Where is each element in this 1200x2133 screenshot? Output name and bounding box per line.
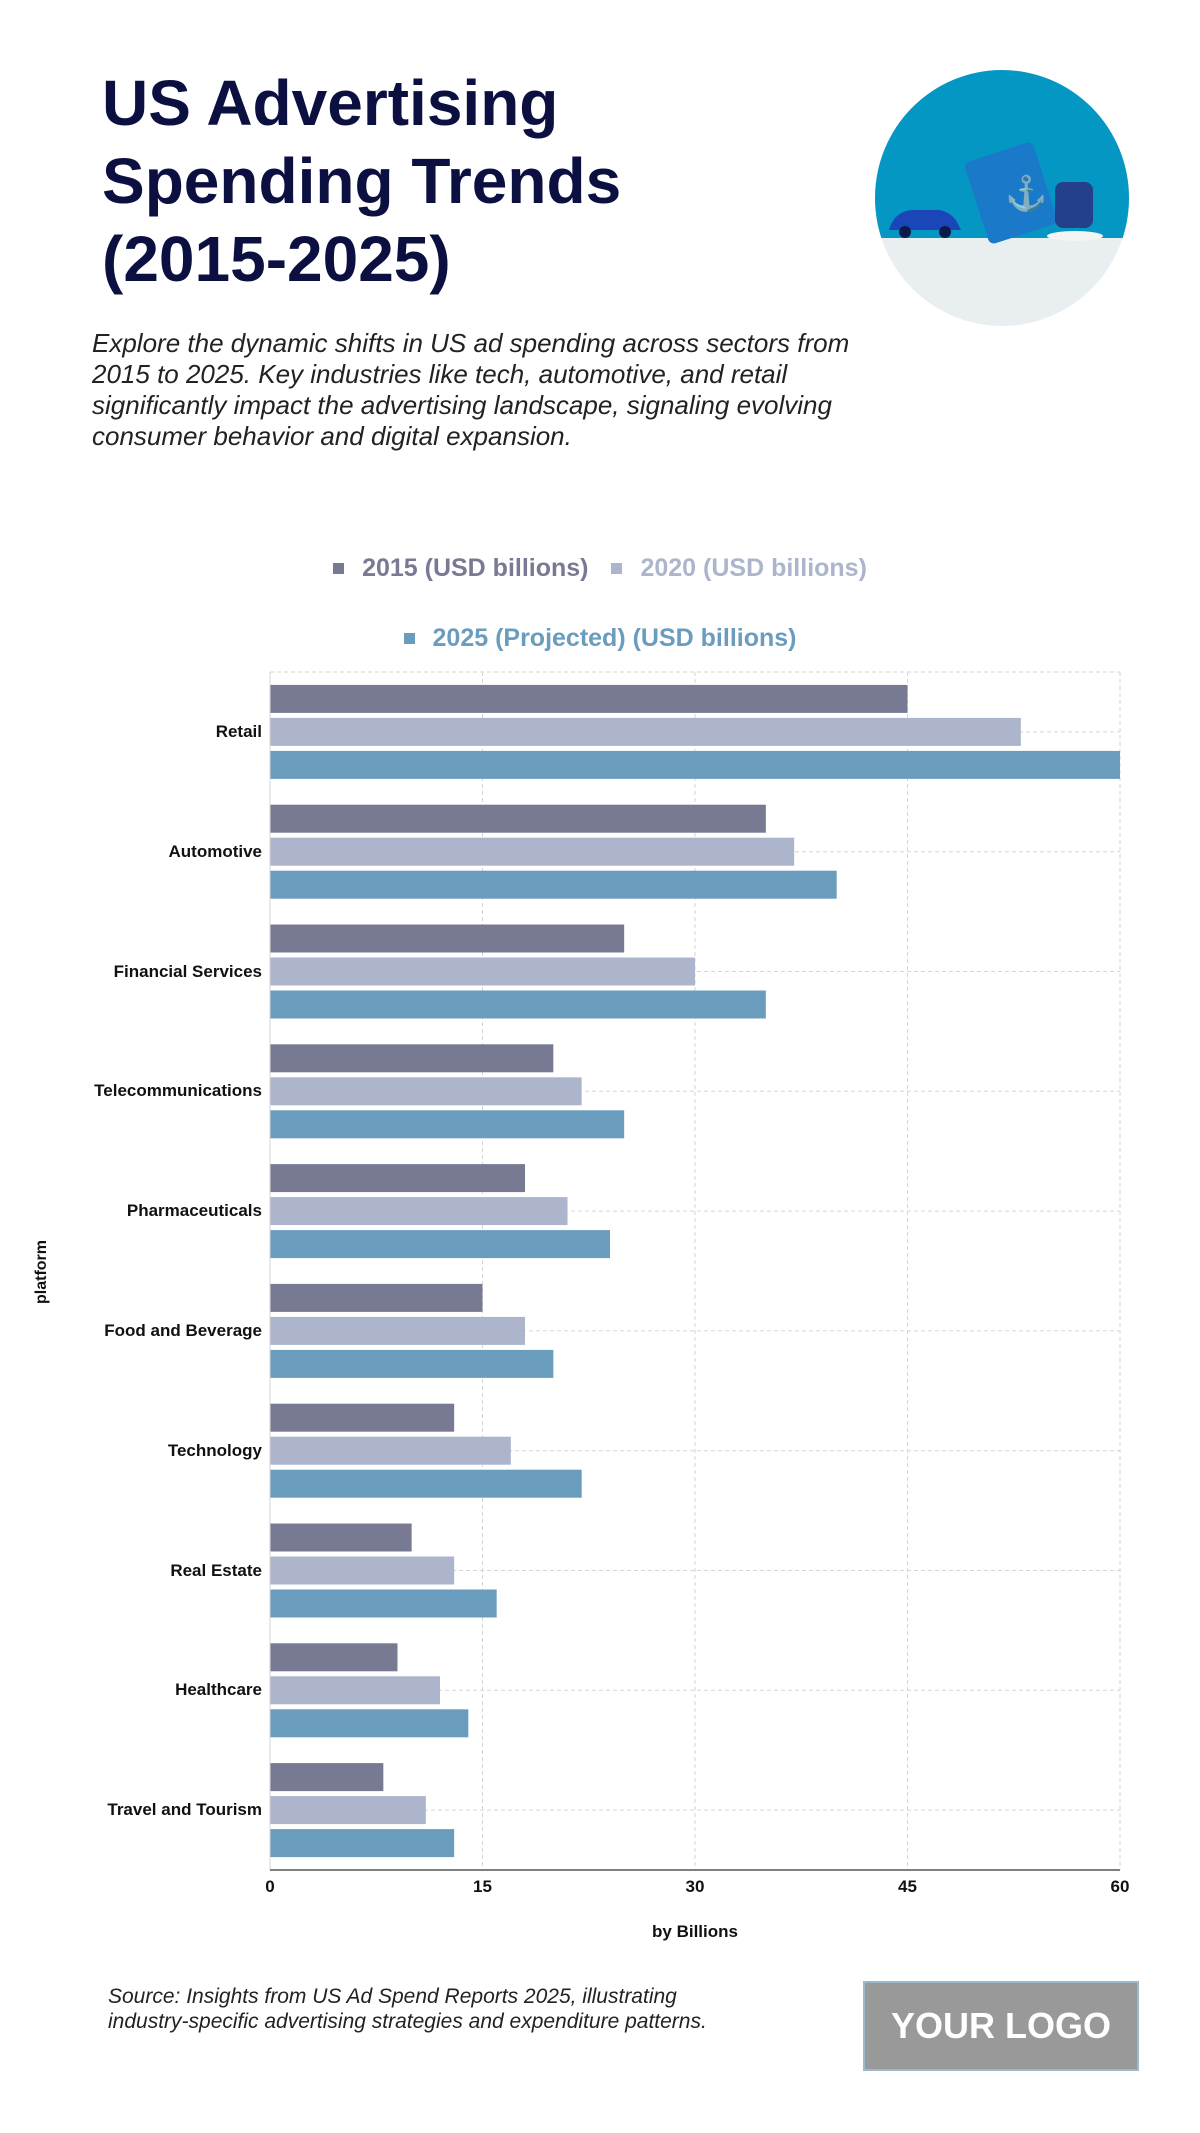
legend-item-2025[interactable]: 2025 (Projected) (USD billions) — [403, 624, 797, 653]
bar-travel-and-tourism-1[interactable] — [270, 1796, 426, 1825]
x-tick-label: 30 — [685, 1877, 705, 1896]
bar-retail-2[interactable] — [270, 750, 1120, 779]
bar-retail-1[interactable] — [270, 717, 1021, 746]
category-label: Retail — [215, 721, 262, 741]
hero-image: ⚓ — [875, 70, 1129, 326]
chart-legend-row-2: 2025 (Projected) (USD billions) — [0, 622, 1200, 653]
bar-automotive-0[interactable] — [270, 804, 766, 833]
svg-text:⚓: ⚓ — [1005, 174, 1047, 213]
legend-label: 2020 (USD billions) — [640, 554, 867, 582]
bar-automotive-1[interactable] — [270, 837, 795, 866]
category-label: Healthcare — [175, 1680, 262, 1700]
bar-food-and-beverage-0[interactable] — [270, 1283, 483, 1312]
page-subtitle: Explore the dynamic shifts in US ad spen… — [92, 328, 850, 451]
chart-legend: 2015 (USD billions) 2020 (USD billions) — [0, 552, 1200, 583]
category-label: Food and Beverage — [104, 1320, 262, 1340]
legend-item-2020[interactable]: 2020 (USD billions) — [611, 554, 867, 583]
bar-technology-1[interactable] — [270, 1436, 511, 1465]
bar-telecommunications-0[interactable] — [270, 1044, 554, 1073]
bar-pharmaceuticals-1[interactable] — [270, 1197, 568, 1226]
y-axis-label: platform — [33, 1240, 50, 1304]
category-label: Real Estate — [170, 1560, 262, 1580]
legend-swatch — [333, 563, 345, 574]
x-tick-label: 0 — [265, 1877, 275, 1896]
legend-swatch — [403, 633, 415, 644]
bar-financial-services-2[interactable] — [270, 990, 766, 1019]
bar-travel-and-tourism-0[interactable] — [270, 1763, 384, 1792]
legend-label: 2025 (Projected) (USD billions) — [432, 624, 797, 652]
bar-real-estate-1[interactable] — [270, 1556, 455, 1585]
bar-pharmaceuticals-0[interactable] — [270, 1164, 525, 1193]
page-title: US Advertising Spending Trends (2015-202… — [102, 67, 622, 295]
bar-technology-2[interactable] — [270, 1469, 582, 1498]
logo-placeholder: YOUR LOGO — [863, 1981, 1139, 2071]
bar-travel-and-tourism-2[interactable] — [270, 1829, 455, 1858]
bar-financial-services-0[interactable] — [270, 924, 625, 953]
x-axis-label: by Billions — [652, 1922, 738, 1941]
bar-real-estate-2[interactable] — [270, 1589, 497, 1618]
bar-healthcare-1[interactable] — [270, 1676, 440, 1705]
bar-financial-services-1[interactable] — [270, 957, 695, 986]
category-label: Travel and Tourism — [107, 1800, 262, 1820]
bar-real-estate-0[interactable] — [270, 1523, 412, 1552]
bar-retail-0[interactable] — [270, 684, 908, 713]
x-tick-label: 60 — [1110, 1877, 1130, 1896]
x-tick-label: 45 — [898, 1877, 917, 1896]
source-note: Source: Insights from US Ad Spend Report… — [108, 1985, 707, 2033]
legend-label: 2015 (USD billions) — [362, 554, 589, 582]
bar-healthcare-2[interactable] — [270, 1709, 469, 1738]
category-label: Pharmaceuticals — [126, 1201, 262, 1221]
bar-technology-0[interactable] — [270, 1403, 455, 1432]
category-label: Financial Services — [113, 961, 262, 981]
bar-automotive-2[interactable] — [270, 870, 837, 899]
category-label: Technology — [167, 1440, 262, 1460]
category-label: Automotive — [168, 841, 263, 861]
bar-healthcare-0[interactable] — [270, 1643, 398, 1672]
bar-food-and-beverage-1[interactable] — [270, 1316, 525, 1345]
x-tick-label: 15 — [473, 1877, 492, 1896]
bar-food-and-beverage-2[interactable] — [270, 1349, 554, 1378]
bar-telecommunications-1[interactable] — [270, 1077, 582, 1106]
legend-swatch — [611, 563, 623, 574]
legend-item-2015[interactable]: 2015 (USD billions) — [333, 554, 589, 583]
bar-telecommunications-2[interactable] — [270, 1110, 625, 1139]
bar-pharmaceuticals-2[interactable] — [270, 1230, 610, 1259]
car-bag-teacup-icon: ⚓ — [889, 142, 1103, 244]
category-label: Telecommunications — [94, 1081, 262, 1101]
